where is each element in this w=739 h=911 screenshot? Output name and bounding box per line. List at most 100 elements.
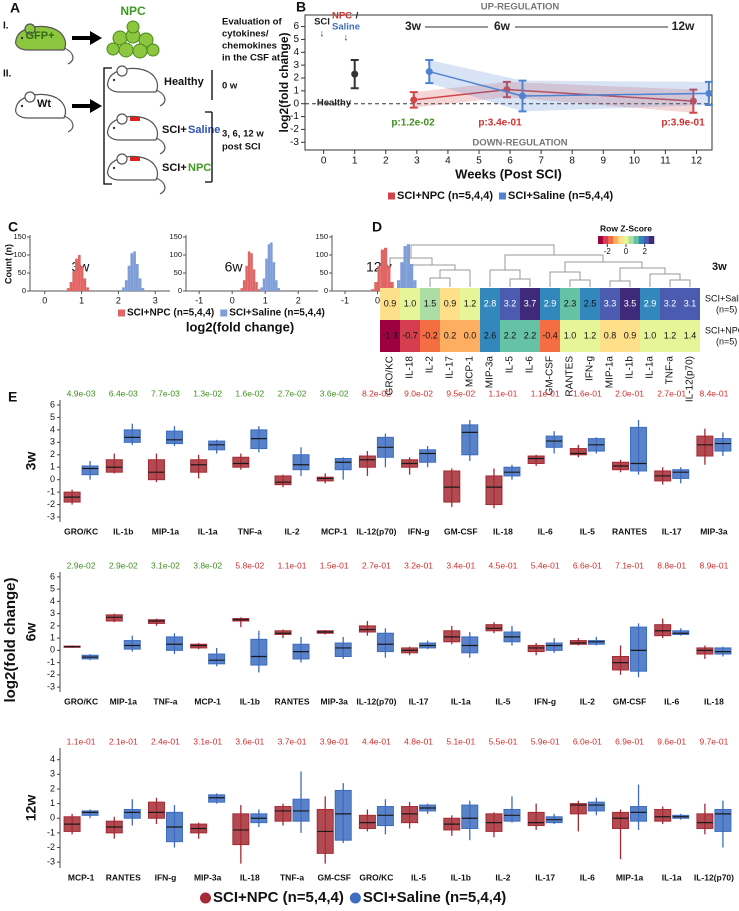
category-label: MCP-1	[68, 872, 95, 882]
histogram-bar	[130, 253, 134, 291]
p-value: 3.6e-01	[235, 736, 264, 746]
box	[461, 804, 479, 829]
x-tick-label: 4	[445, 156, 451, 167]
heatmap-cell	[400, 320, 420, 352]
y-tick-label: 6	[293, 21, 299, 32]
p-value: 8.4e-01	[699, 388, 728, 398]
histogram-bar	[72, 271, 76, 291]
category-label: IL-5	[411, 872, 426, 882]
histogram-bar	[255, 282, 258, 291]
cell-label: 1.5	[424, 298, 437, 308]
p-value: 4.4e-01	[362, 736, 391, 746]
heatmap-cell	[580, 288, 600, 320]
panel-label: C	[8, 219, 18, 235]
x-tick-label: 0	[375, 295, 380, 305]
histogram-bar	[390, 282, 394, 291]
x-tick-label: 5	[476, 156, 482, 167]
box	[587, 640, 605, 645]
x-tick-label: 7	[538, 156, 544, 167]
panel-label: A	[10, 0, 20, 16]
heatmap-cell	[660, 320, 680, 352]
timepoint: 0 w	[222, 81, 238, 92]
box	[81, 465, 99, 476]
box	[147, 459, 165, 481]
arrow-head	[90, 31, 102, 45]
histogram-bar	[397, 280, 401, 291]
annotation: 12w	[672, 19, 695, 33]
y-tick-label: 50	[320, 268, 328, 277]
subplot-title: 6w	[225, 259, 244, 275]
cell-label: 1.2	[464, 298, 477, 308]
box	[654, 808, 672, 822]
p-value: 1.6e-02	[235, 388, 264, 398]
row-label: SCI+NPC	[705, 325, 739, 335]
histogram-bar	[242, 280, 246, 291]
category-label: GRO/KC	[64, 526, 98, 536]
category-label: MIP-3a	[700, 526, 728, 536]
y-tick-label: 1	[293, 85, 299, 96]
annotation: SCI	[314, 17, 330, 28]
cell-label: 3.5	[624, 298, 637, 308]
column-label: MCP-1	[465, 356, 476, 388]
y-tick-label: 2	[293, 73, 299, 84]
p-value: p:1.2e-02	[391, 118, 435, 129]
column-label: TNF-a	[665, 356, 676, 385]
histogram-bar	[240, 288, 243, 291]
legend-marker	[118, 309, 125, 317]
heatmap-cell	[400, 288, 420, 320]
cell-label: 3.3	[604, 298, 617, 308]
p-value: 2.7e-01	[362, 560, 391, 570]
p-value: 6.4e-03	[109, 388, 138, 398]
heatmap-cell	[560, 288, 580, 320]
group-name: SCI+	[162, 162, 187, 174]
gfp-label: GFP+	[25, 30, 54, 42]
row-label: SCI+Saline	[705, 293, 739, 303]
histogram-bar	[77, 255, 81, 291]
x-tick-label: 9	[600, 156, 606, 167]
heatmap-cell	[640, 320, 660, 352]
box	[569, 803, 587, 815]
y-tick-label: -2	[47, 842, 55, 852]
box	[419, 449, 437, 463]
category-label: GRO/KC	[64, 696, 98, 706]
group-label: I.	[3, 21, 9, 32]
p-value: 2.4e-01	[151, 736, 180, 746]
colorbar-segment	[648, 236, 655, 244]
y-tick-label: 1	[50, 462, 55, 472]
group-name: Healthy	[164, 76, 205, 88]
injury	[130, 117, 140, 121]
timepoint: post SCI	[222, 142, 261, 153]
heatmap-cell	[460, 320, 480, 352]
histogram-bar	[400, 262, 404, 291]
box	[376, 806, 394, 827]
y-tick-label: -2	[47, 669, 55, 679]
y-tick-label: 6	[50, 399, 55, 409]
column-label: GM-CSF	[545, 356, 556, 395]
y-tick-label: -1	[47, 486, 55, 496]
cell-label: 2.5	[584, 298, 597, 308]
heatmap-cell	[380, 288, 400, 320]
box	[612, 811, 630, 829]
heatmap-cell	[380, 320, 400, 352]
category-label: IFN-g	[534, 696, 556, 706]
box	[630, 806, 648, 822]
y-tick-label: 0	[50, 645, 55, 655]
box	[672, 469, 690, 479]
box	[714, 438, 732, 452]
p-value: 4.5e-01	[489, 560, 518, 570]
box	[190, 643, 208, 649]
colorbar-segment	[613, 236, 619, 244]
category-label: TNF-a	[153, 696, 177, 706]
heatmap-cell	[680, 288, 700, 320]
box	[123, 429, 141, 443]
y-tick-label: 4	[50, 596, 55, 606]
heatmap-cell	[620, 320, 640, 352]
x-tick-label: 1	[263, 295, 268, 305]
cell-label: 2.2	[504, 330, 517, 340]
legend-label: SCI+NPC (n=5,4,4)	[397, 190, 493, 202]
column-label: RANTES	[565, 356, 576, 397]
box	[232, 813, 250, 846]
x-axis-label: Weeks (Post SCI)	[455, 166, 562, 181]
box	[527, 811, 545, 827]
